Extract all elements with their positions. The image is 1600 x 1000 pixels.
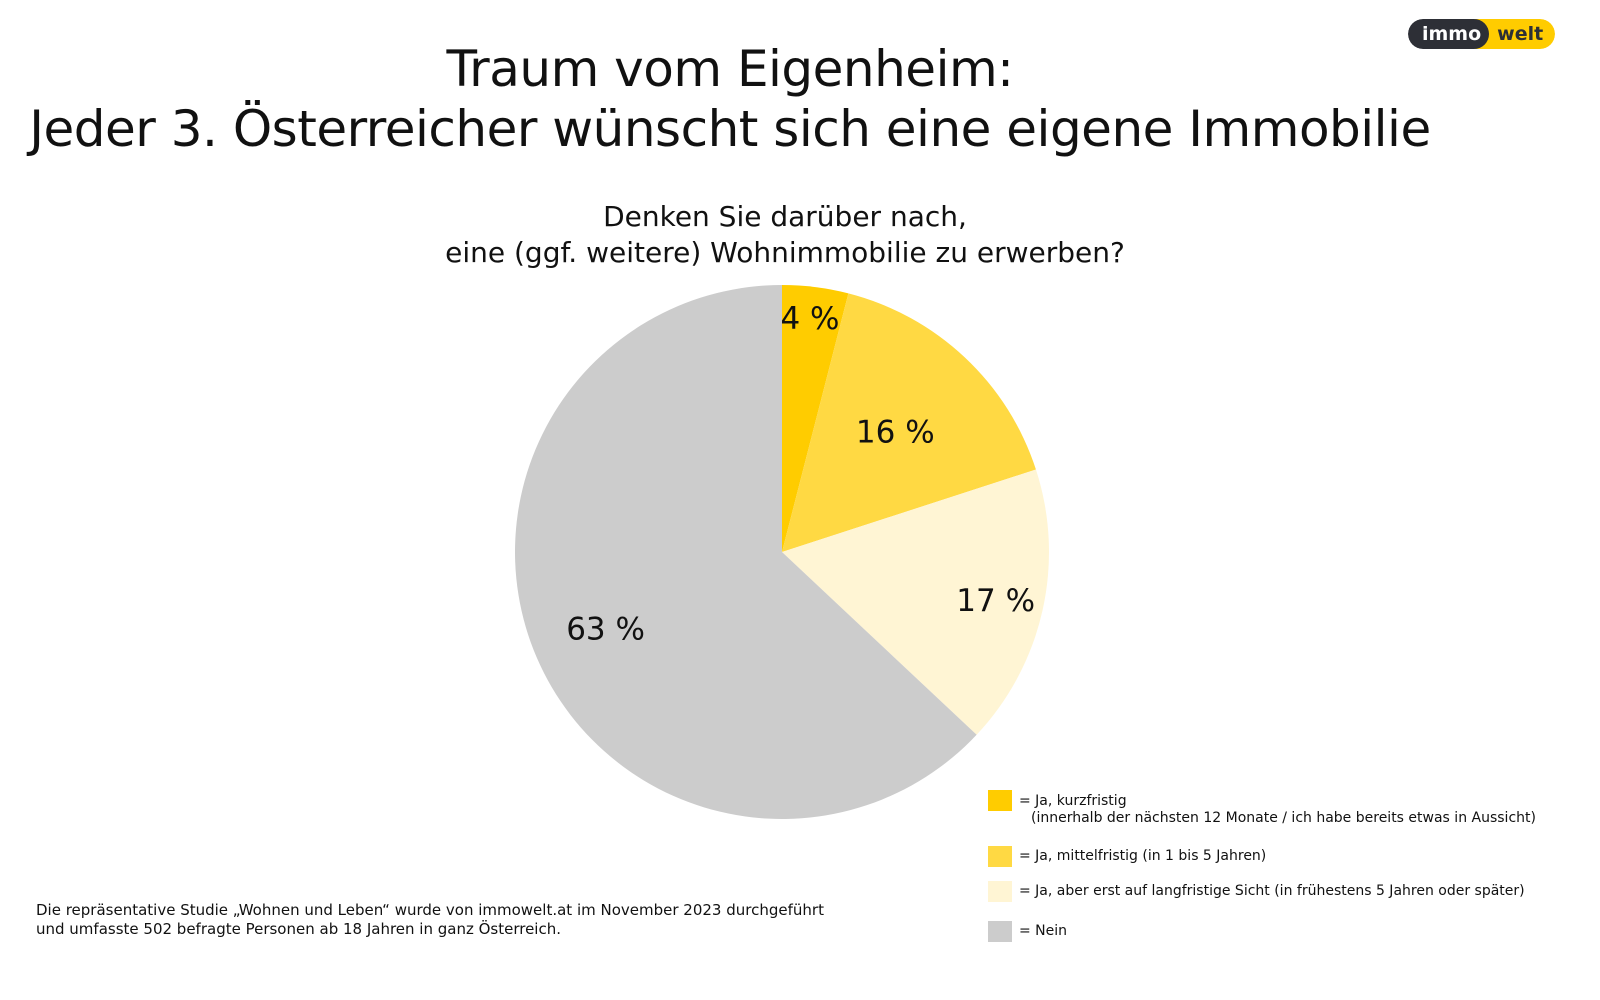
- chart-title-line2: Jeder 3. Österreicher wünscht sich eine …: [29, 100, 1431, 158]
- footnote-line1: Die repräsentative Studie „Wohnen und Le…: [36, 901, 824, 919]
- legend-label: = Nein: [1019, 923, 1068, 939]
- legend-swatch: [988, 846, 1012, 867]
- chart-question-line1: Denken Sie darüber nach,: [603, 200, 967, 233]
- chart-question-line2: eine (ggf. weitere) Wohnimmobilie zu erw…: [445, 236, 1125, 269]
- pie-label: 63 %: [566, 611, 645, 647]
- logo-text-immo: immo: [1408, 19, 1490, 49]
- pie-slice-ja-langfristig: [782, 469, 1049, 735]
- legend-swatch: [988, 921, 1012, 942]
- pie-label: 17 %: [956, 583, 1035, 619]
- pie-slices: [514, 285, 1049, 819]
- legend-label: = Ja, kurzfristig: [1019, 793, 1127, 809]
- legend-swatch: [988, 881, 1012, 902]
- pie-slice-ja-kurzfristig: [782, 285, 849, 552]
- footnote: Die repräsentative Studie „Wohnen und Le…: [36, 901, 824, 939]
- immowelt-logo: immo welt: [1408, 19, 1556, 49]
- legend-label: = Ja, mittelfristig (in 1 bis 5 Jahren): [1019, 848, 1267, 864]
- chart-title-line1: Traum vom Eigenheim:: [446, 40, 1014, 98]
- pie-labels: 4 % 16 % 17 % 63 %: [566, 301, 1035, 647]
- legend-label-detail: (innerhalb der nächsten 12 Monate / ich …: [1031, 810, 1536, 826]
- pie-label: 4 %: [780, 301, 839, 337]
- legend-swatch: [988, 790, 1012, 811]
- pie-slice-ja-mittelfristig: [782, 293, 1036, 552]
- pie-slice-nein: [514, 285, 977, 819]
- legend-label: = Ja, aber erst auf langfristige Sicht (…: [1019, 883, 1525, 899]
- footnote-line2: und umfasste 502 befragte Personen ab 18…: [36, 920, 561, 938]
- pie-label: 16 %: [856, 414, 935, 450]
